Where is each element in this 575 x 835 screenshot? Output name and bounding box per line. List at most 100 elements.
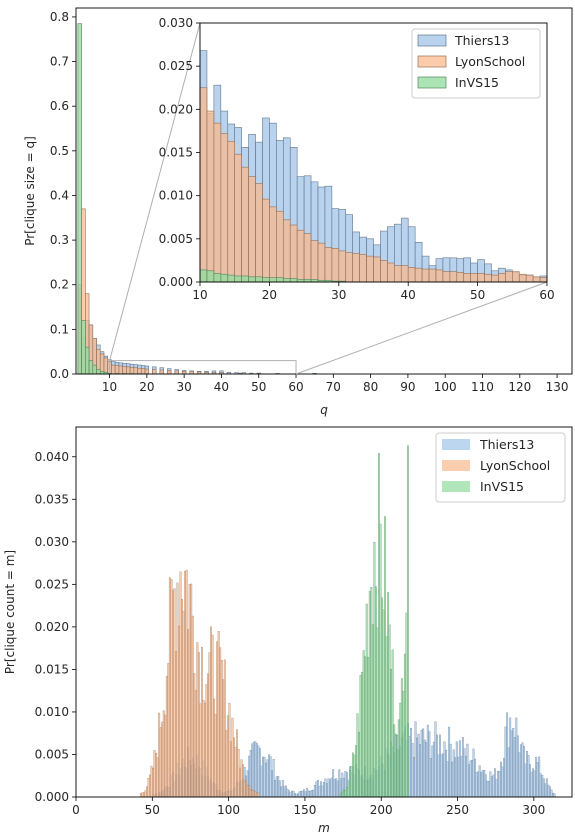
hist-bar-thiers13 bbox=[515, 717, 518, 798]
inset-bar-invs15 bbox=[289, 278, 298, 283]
hist-bar-thiers13 bbox=[287, 790, 290, 798]
x-tick-label: 130 bbox=[546, 380, 569, 394]
hist-bar-thiers13 bbox=[263, 756, 266, 798]
bottom-y-tick-label: 0.015 bbox=[35, 662, 69, 676]
hist-bar-invs15 bbox=[391, 649, 394, 798]
hist-bar-lyonschool bbox=[155, 753, 158, 798]
hist-bar-lyonschool bbox=[196, 642, 199, 798]
inset-bar-lyonschool bbox=[303, 233, 312, 283]
hist-bar-lyonschool bbox=[171, 590, 174, 798]
hist-bar-invs15 bbox=[388, 624, 391, 798]
hist-bar-invs15 bbox=[367, 657, 370, 798]
hist-bar-thiers13 bbox=[336, 780, 339, 798]
hist-bar-invs15 bbox=[393, 724, 396, 798]
inset-bar-invs15 bbox=[269, 277, 277, 283]
hist-bar-invs15 bbox=[407, 445, 409, 798]
hist-bar-thiers13 bbox=[431, 745, 434, 798]
hist-bar-thiers13 bbox=[436, 734, 438, 798]
hist-bar-thiers13 bbox=[422, 728, 425, 798]
hist-bar-invs15 bbox=[364, 656, 367, 798]
hist-bar-thiers13 bbox=[527, 755, 530, 798]
x-tick-label: 40 bbox=[214, 380, 229, 394]
x-tick-label: 80 bbox=[363, 380, 378, 394]
hist-bar-thiers13 bbox=[443, 741, 446, 798]
hist-bar-thiers13 bbox=[495, 779, 498, 798]
hist-bar-thiers13 bbox=[440, 754, 443, 798]
hist-bar-invs15 bbox=[397, 719, 400, 798]
hist-bar-thiers13 bbox=[448, 726, 451, 798]
hist-bar-lyonschool bbox=[149, 774, 151, 798]
bottom-y-tick-label: 0.020 bbox=[35, 620, 69, 634]
bottom-y-tick-label: 0.030 bbox=[35, 535, 69, 549]
hist-bar-thiers13 bbox=[538, 756, 541, 798]
hist-bar-lyonschool bbox=[144, 790, 147, 798]
bar-lyonschool bbox=[111, 364, 116, 375]
hist-bar-thiers13 bbox=[547, 784, 550, 798]
hist-bar-lyonschool bbox=[141, 792, 144, 798]
inset-y-tick-label: 0.025 bbox=[159, 59, 193, 73]
inset-bar-lyonschool bbox=[525, 274, 534, 283]
hist-bar-thiers13 bbox=[413, 757, 415, 798]
hist-bar-invs15 bbox=[384, 516, 386, 798]
bottom-panel: 0 50 100 150 200 250 300 0.000 0.005 0.010 0.015 0.… bbox=[3, 426, 573, 835]
hist-bar-thiers13 bbox=[306, 787, 309, 798]
hist-bar-thiers13 bbox=[268, 754, 270, 798]
hist-bar-thiers13 bbox=[457, 756, 460, 798]
bottom-x-tick-label: 200 bbox=[370, 803, 393, 817]
inset-bar-invs15 bbox=[206, 270, 215, 283]
hist-bar-invs15 bbox=[379, 523, 382, 798]
inset-y-tick-label: 0.000 bbox=[159, 275, 193, 289]
hist-bar-invs15 bbox=[349, 770, 351, 798]
hist-bar-lyonschool bbox=[168, 577, 171, 798]
hist-bar-thiers13 bbox=[501, 766, 504, 798]
hist-bar-thiers13 bbox=[478, 765, 481, 798]
legend-label-invs15: InVS15 bbox=[455, 75, 499, 90]
hist-bar-thiers13 bbox=[483, 769, 486, 798]
hist-bar-lyonschool bbox=[245, 780, 248, 798]
bottom-legend-swatch-invs15 bbox=[442, 481, 470, 492]
x-tick-label: 50 bbox=[251, 380, 266, 394]
inset-bar-lyonschool bbox=[484, 273, 492, 283]
hist-bar-thiers13 bbox=[321, 785, 324, 798]
hist-bar-invs15 bbox=[378, 453, 380, 798]
hist-bar-lyonschool bbox=[237, 749, 240, 798]
hist-bar-invs15 bbox=[339, 793, 342, 798]
hist-bar-thiers13 bbox=[254, 741, 257, 798]
x-tick-label: 70 bbox=[326, 380, 341, 394]
hist-bar-thiers13 bbox=[545, 778, 548, 798]
hist-bar-invs15 bbox=[368, 591, 371, 798]
hist-bar-thiers13 bbox=[452, 749, 455, 798]
hist-bar-lyonschool bbox=[158, 712, 161, 798]
inset-bar-lyonschool bbox=[338, 250, 347, 283]
hist-bar-thiers13 bbox=[291, 790, 293, 798]
inset-bar-lyonschool bbox=[345, 252, 353, 283]
hist-bar-lyonschool bbox=[240, 759, 243, 798]
hist-bar-thiers13 bbox=[477, 771, 480, 798]
inset-x-tick-label: 30 bbox=[331, 288, 346, 302]
hist-bar-thiers13 bbox=[313, 785, 316, 798]
hist-bar-lyonschool bbox=[222, 679, 225, 798]
hist-bar-thiers13 bbox=[426, 724, 429, 798]
hist-bar-lyonschool bbox=[217, 631, 220, 798]
hist-bar-thiers13 bbox=[329, 779, 332, 798]
hist-bar-thiers13 bbox=[312, 789, 315, 798]
inset-y-tick-label: 0.030 bbox=[159, 16, 193, 30]
inset-bar-lyonschool bbox=[387, 262, 395, 283]
bar-lyonschool bbox=[137, 367, 142, 375]
inset-bar-invs15 bbox=[220, 273, 229, 283]
inset-bar-lyonschool bbox=[394, 265, 402, 283]
inset-bar-invs15 bbox=[234, 275, 242, 283]
y-axis-label: Pr[clique size = q] bbox=[23, 136, 37, 246]
hist-bar-lyonschool bbox=[199, 703, 202, 798]
inset-bar-lyonschool bbox=[310, 240, 319, 283]
x-tick-label: 110 bbox=[471, 380, 494, 394]
y-tick-label: 0.3 bbox=[50, 233, 69, 247]
hist-bar-lyonschool bbox=[220, 660, 223, 798]
hist-bar-lyonschool bbox=[156, 757, 159, 798]
x-tick-label: 20 bbox=[139, 380, 154, 394]
hist-bar-thiers13 bbox=[442, 753, 444, 798]
hist-bar-thiers13 bbox=[425, 742, 428, 798]
hist-bar-thiers13 bbox=[446, 761, 449, 798]
bar-invs15 bbox=[92, 364, 97, 375]
